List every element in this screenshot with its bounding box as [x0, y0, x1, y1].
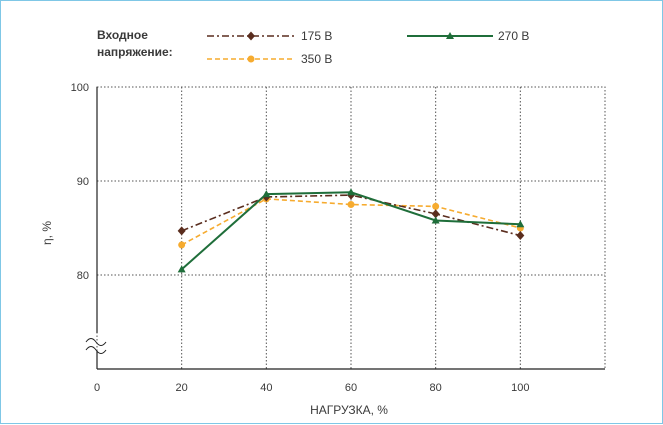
data-point — [178, 241, 186, 249]
series-2 — [177, 188, 525, 273]
axis-break-mark-lower — [85, 346, 107, 354]
series-layer — [177, 188, 525, 273]
x-tick-label: 80 — [430, 382, 442, 394]
data-point — [347, 201, 355, 208]
legend-marker — [446, 32, 454, 39]
x-tick-label: 100 — [511, 382, 529, 394]
axis-break-mark-upper — [85, 338, 107, 346]
series-line — [181, 198, 521, 246]
legend-entry-1: 175 В — [207, 29, 332, 43]
series-1 — [177, 190, 525, 241]
data-point — [516, 220, 525, 228]
legend-label: 175 В — [301, 29, 332, 43]
legend: Входное напряжение: 175 В 270 В 350 В — [97, 28, 529, 66]
grid — [96, 86, 606, 370]
data-point — [347, 188, 355, 196]
y-tick-label: 100 — [71, 82, 89, 94]
legend-marker — [247, 31, 255, 41]
data-point — [431, 209, 440, 219]
legend-title-line-1: Входное — [97, 28, 148, 42]
legend-marker — [247, 55, 255, 63]
x-tick-label: 40 — [260, 382, 272, 394]
axes: 0 20 40 60 80 100 80 90 100 — [71, 82, 605, 394]
legend-label: 270 В — [498, 29, 529, 43]
data-point — [431, 216, 440, 224]
legend-entry-3: 350 В — [207, 52, 332, 66]
y-tick-label: 80 — [77, 270, 89, 282]
y-tick-label: 90 — [77, 176, 89, 188]
x-tick-label: 0 — [94, 382, 100, 394]
legend-label: 350 В — [301, 52, 332, 66]
y-axis-label: η, % — [40, 221, 54, 245]
data-point — [516, 231, 525, 241]
data-point — [262, 190, 271, 198]
legend-entry-2: 270 В — [407, 29, 529, 43]
data-point — [177, 265, 186, 273]
x-axis-label: НАГРУЗКА, % — [310, 403, 388, 417]
legend-title-line-2: напряжение: — [97, 45, 173, 59]
data-point — [177, 226, 186, 236]
data-point — [432, 202, 440, 210]
x-tick-label: 60 — [345, 382, 357, 394]
x-tick-label: 20 — [176, 382, 188, 394]
